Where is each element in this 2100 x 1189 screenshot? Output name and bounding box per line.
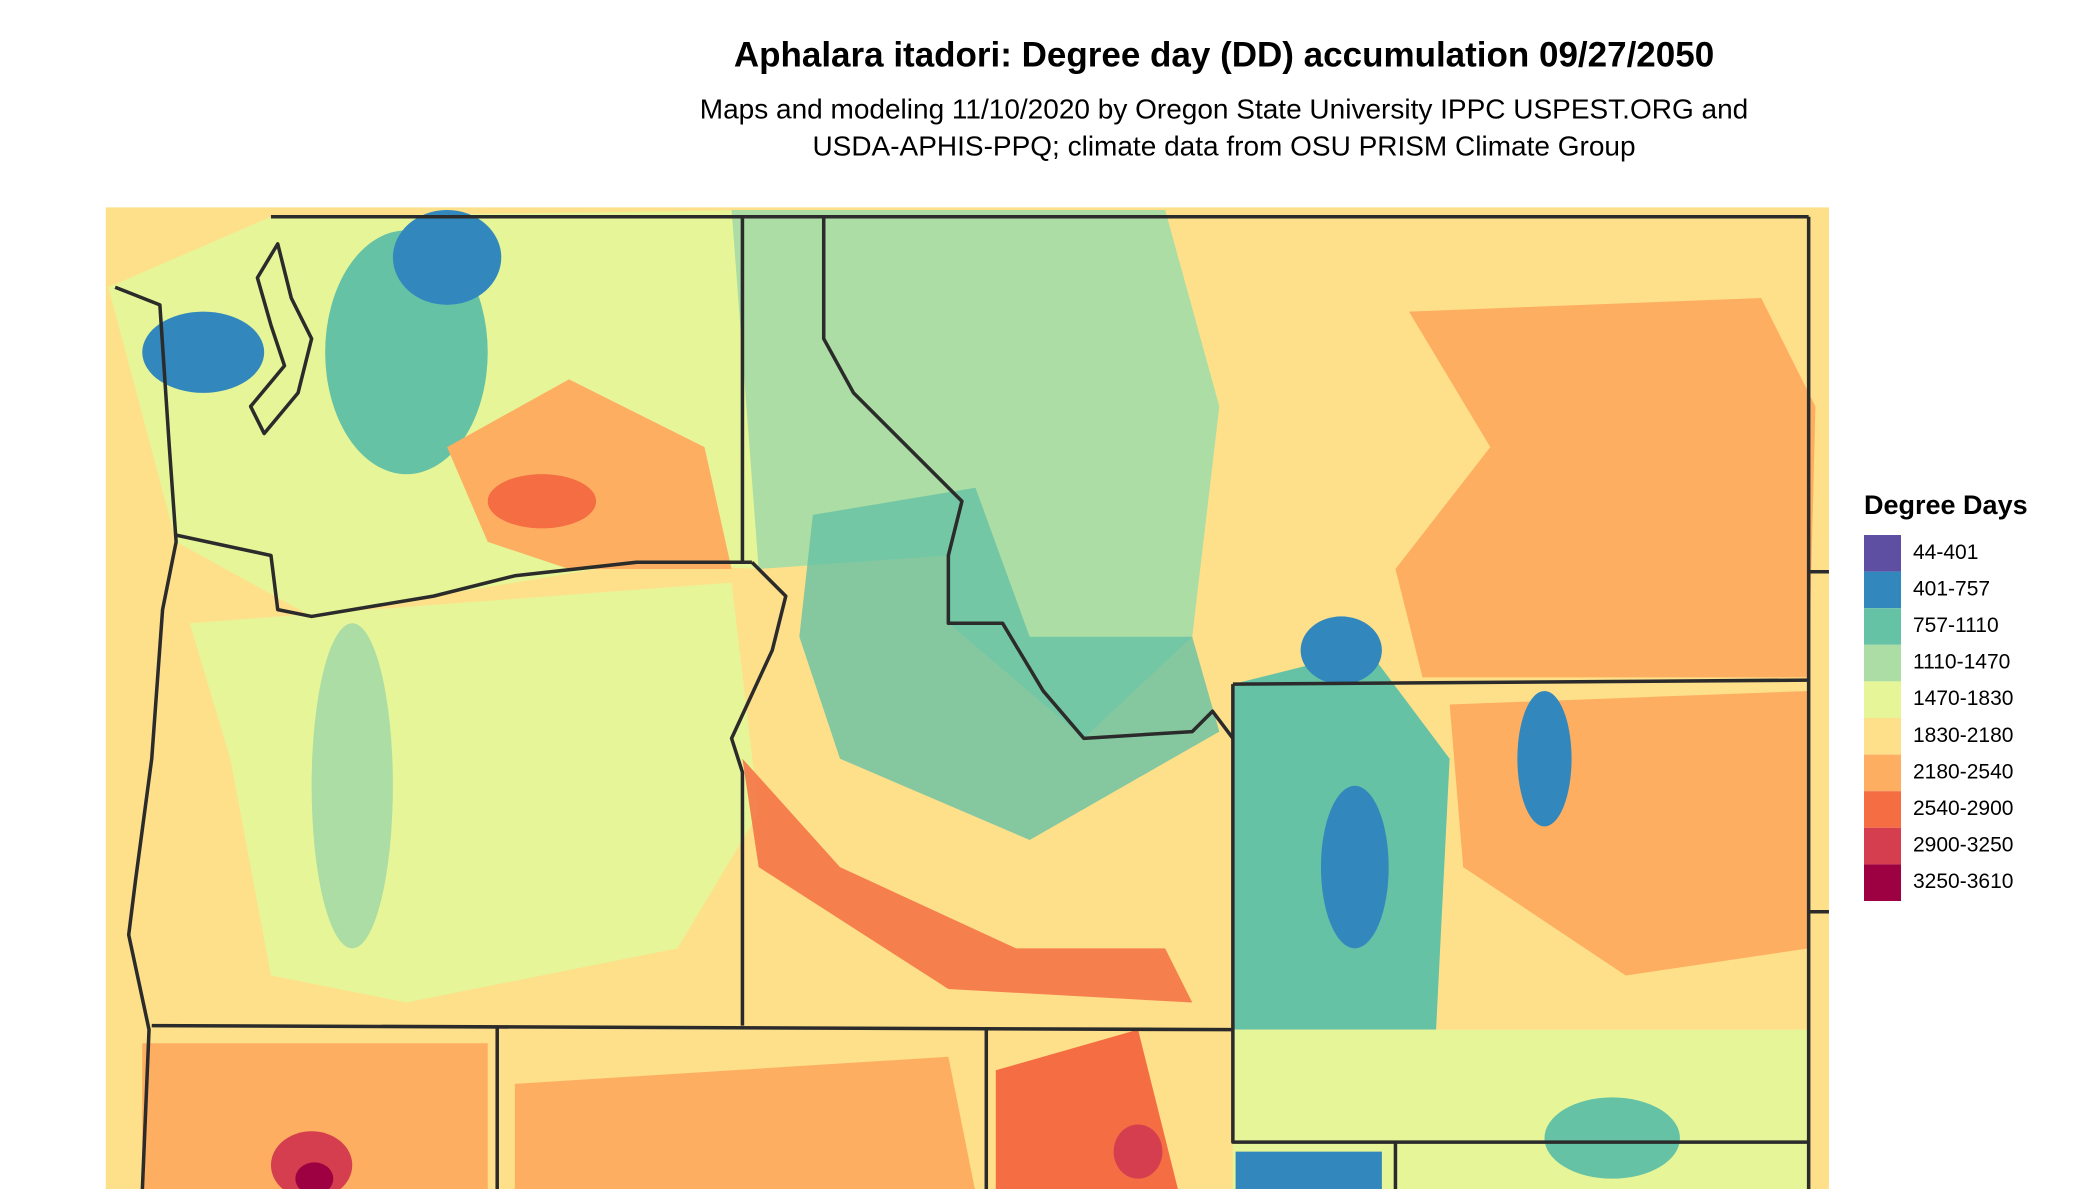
map	[105, 207, 1829, 1189]
legend-swatch	[1864, 681, 1901, 718]
legend-label: 1470-1830	[1913, 687, 2013, 710]
legend-label: 44-401	[1913, 541, 1978, 564]
state-borders	[114, 215, 1829, 1189]
legend-label: 401-757	[1913, 577, 1990, 600]
legend-title: Degree Days	[1864, 490, 2028, 520]
legend-label: 2900-3250	[1913, 834, 2013, 857]
map-subtitle: Maps and modeling 11/10/2020 by Oregon S…	[700, 93, 1748, 124]
degree-day-raster	[105, 207, 1829, 1189]
legend-swatch	[1864, 644, 1901, 682]
legend: Degree Days 44-401 401-757 757-1110 1110-14…	[1864, 490, 2028, 901]
legend-swatch	[1864, 571, 1901, 609]
legend-label: 757-1110	[1913, 614, 1999, 637]
legend-label: 1830-2180	[1913, 724, 2013, 747]
legend-swatch	[1864, 608, 1901, 645]
legend-label: 3250-3610	[1913, 870, 2013, 893]
legend-swatch	[1864, 718, 1901, 755]
legend-swatch	[1864, 827, 1901, 865]
legend-label: 2180-2540	[1913, 760, 2013, 783]
legend-label: 1110-1470	[1913, 651, 2010, 674]
map-title: Aphalara itadori: Degree day (DD) accumu…	[734, 35, 1714, 74]
legend-swatch	[1864, 535, 1901, 572]
legend-label: 2540-2900	[1913, 797, 2013, 820]
legend-swatch	[1864, 864, 1901, 901]
legend-swatch	[1864, 754, 1901, 792]
legend-swatch	[1864, 791, 1901, 828]
map-subtitle: USDA-APHIS-PPQ; climate data from OSU PR…	[812, 130, 1635, 161]
